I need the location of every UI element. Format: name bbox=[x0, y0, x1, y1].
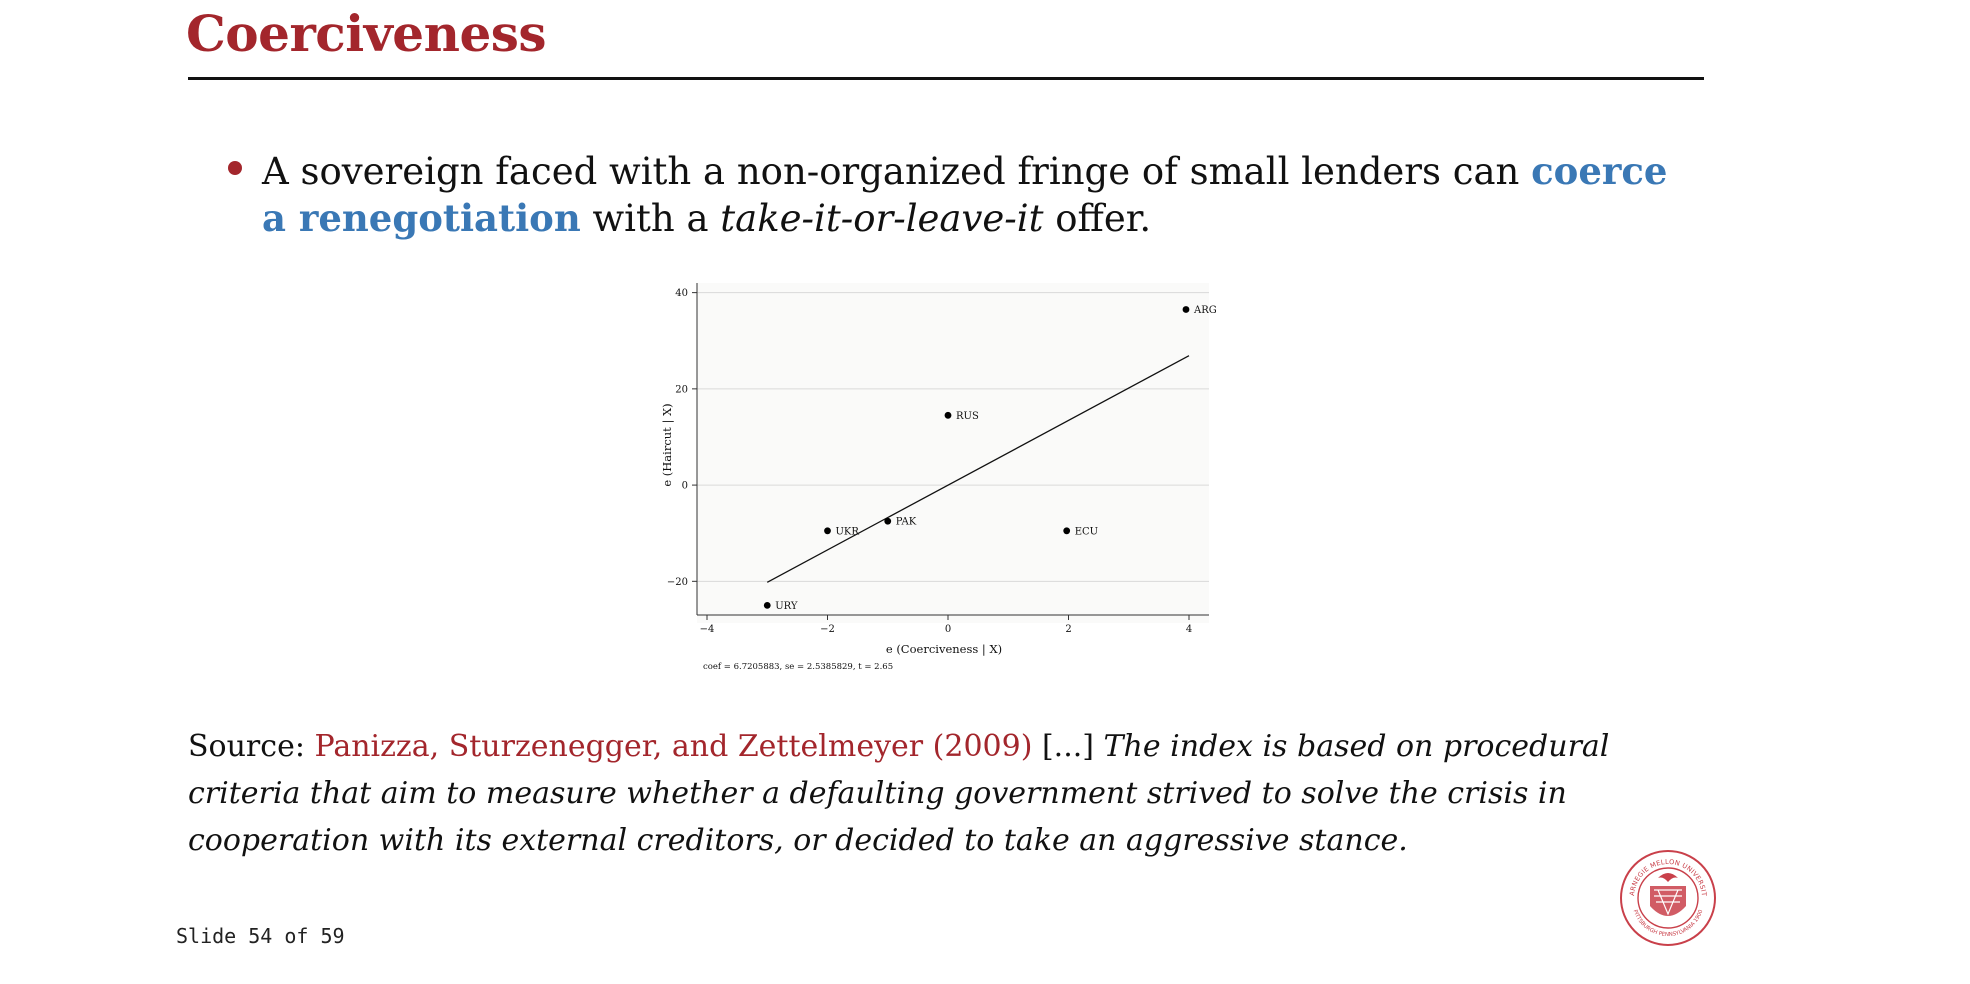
x-ticks: −4 −2 0 2 4 bbox=[700, 615, 1192, 635]
point-label-ury: URY bbox=[775, 601, 798, 612]
data-point-ecu bbox=[1063, 527, 1071, 535]
slide-title: Coerciveness bbox=[186, 4, 547, 63]
regression-annotation: coef = 6.7205883, se = 2.5385829, t = 2.… bbox=[703, 662, 893, 672]
x-tick-label: 2 bbox=[1065, 624, 1071, 635]
y-tick-label: 20 bbox=[675, 384, 688, 395]
data-point-pak bbox=[884, 517, 892, 525]
slide-counter: Slide 54 of 59 bbox=[176, 924, 345, 948]
bullet-text-end: offer. bbox=[1043, 197, 1152, 240]
y-tick-label: −20 bbox=[667, 577, 688, 588]
data-point-ukr bbox=[824, 527, 831, 535]
data-points: ARG RUS UKR PAK ECU URY bbox=[763, 305, 1217, 612]
source-note: Source: Panizza, Sturzenegger, and Zette… bbox=[188, 723, 1708, 864]
data-point-rus bbox=[944, 411, 952, 419]
y-tick-label: 0 bbox=[682, 481, 688, 492]
x-tick-label: −4 bbox=[700, 624, 715, 635]
bullet-marker bbox=[228, 161, 242, 175]
source-ellipsis: [...] bbox=[1032, 729, 1104, 764]
data-point-ury bbox=[763, 601, 771, 609]
bullet-text-start: A sovereign faced with a non-organized f… bbox=[262, 150, 1532, 193]
x-axis-label: e (Coerciveness | X) bbox=[886, 642, 1002, 657]
x-tick-label: 0 bbox=[945, 624, 951, 635]
point-label-rus: RUS bbox=[956, 411, 979, 422]
point-label-pak: PAK bbox=[896, 517, 917, 528]
plot-background bbox=[697, 283, 1209, 623]
bullet-point: A sovereign faced with a non-organized f… bbox=[262, 148, 1702, 242]
y-tick-label: 40 bbox=[675, 288, 688, 299]
point-label-arg: ARG bbox=[1193, 305, 1217, 316]
bullet-highlight: coerce a renegotiation bbox=[262, 149, 1668, 240]
grid-lines bbox=[697, 292, 1209, 582]
bullet-text-middle: with a bbox=[580, 197, 721, 240]
source-citation-link[interactable]: Panizza, Sturzenegger, and Zettelmeyer (… bbox=[314, 729, 1033, 764]
fit-line bbox=[766, 355, 1190, 583]
x-tick-label: −2 bbox=[820, 624, 835, 635]
point-label-ecu: ECU bbox=[1075, 526, 1098, 537]
university-seal-icon: CARNEGIE MELLON UNIVERSITY PITTSBURGH PE… bbox=[1618, 848, 1716, 946]
point-label-ukr: UKR bbox=[836, 526, 860, 537]
source-quote: The index is based on procedural criteri… bbox=[188, 729, 1610, 858]
y-axis-label: e (Haircut | X) bbox=[660, 403, 675, 486]
y-ticks: −20 0 20 40 bbox=[667, 288, 697, 588]
x-tick-label: 4 bbox=[1186, 624, 1192, 635]
title-rule bbox=[188, 77, 1704, 80]
data-point-arg bbox=[1182, 306, 1190, 313]
bullet-italic: take-it-or-leave-it bbox=[720, 197, 1044, 240]
source-label: Source: bbox=[188, 729, 315, 764]
